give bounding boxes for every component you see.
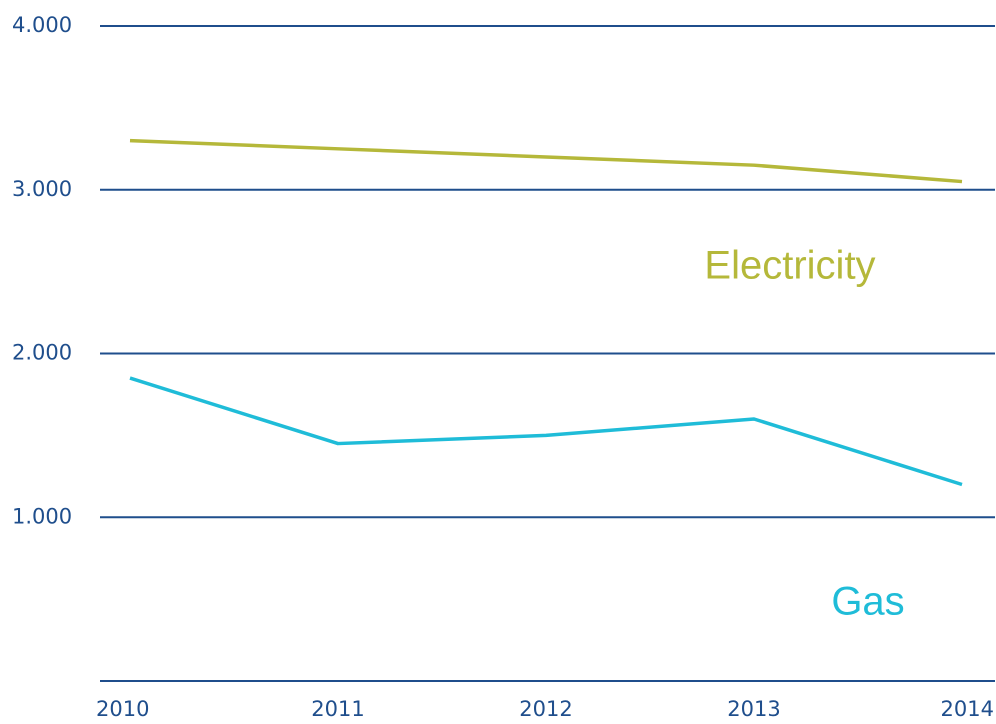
y-tick-label: 3.000: [12, 177, 72, 201]
x-tick-label: 2014: [941, 697, 994, 721]
series-label: Electricity: [704, 244, 875, 288]
x-tick-label: 2012: [519, 697, 572, 721]
y-tick-label: 4.000: [12, 13, 72, 37]
series-line: [129, 376, 963, 487]
y-tick-label: 1.000: [12, 504, 72, 528]
x-tick-label: 2011: [311, 697, 364, 721]
series-label: Gas: [831, 580, 904, 624]
y-tick-label: 2.000: [12, 341, 72, 365]
x-tick-label: 2010: [96, 697, 149, 721]
x-tick-label: 2013: [727, 697, 780, 721]
series-line: [129, 138, 963, 184]
